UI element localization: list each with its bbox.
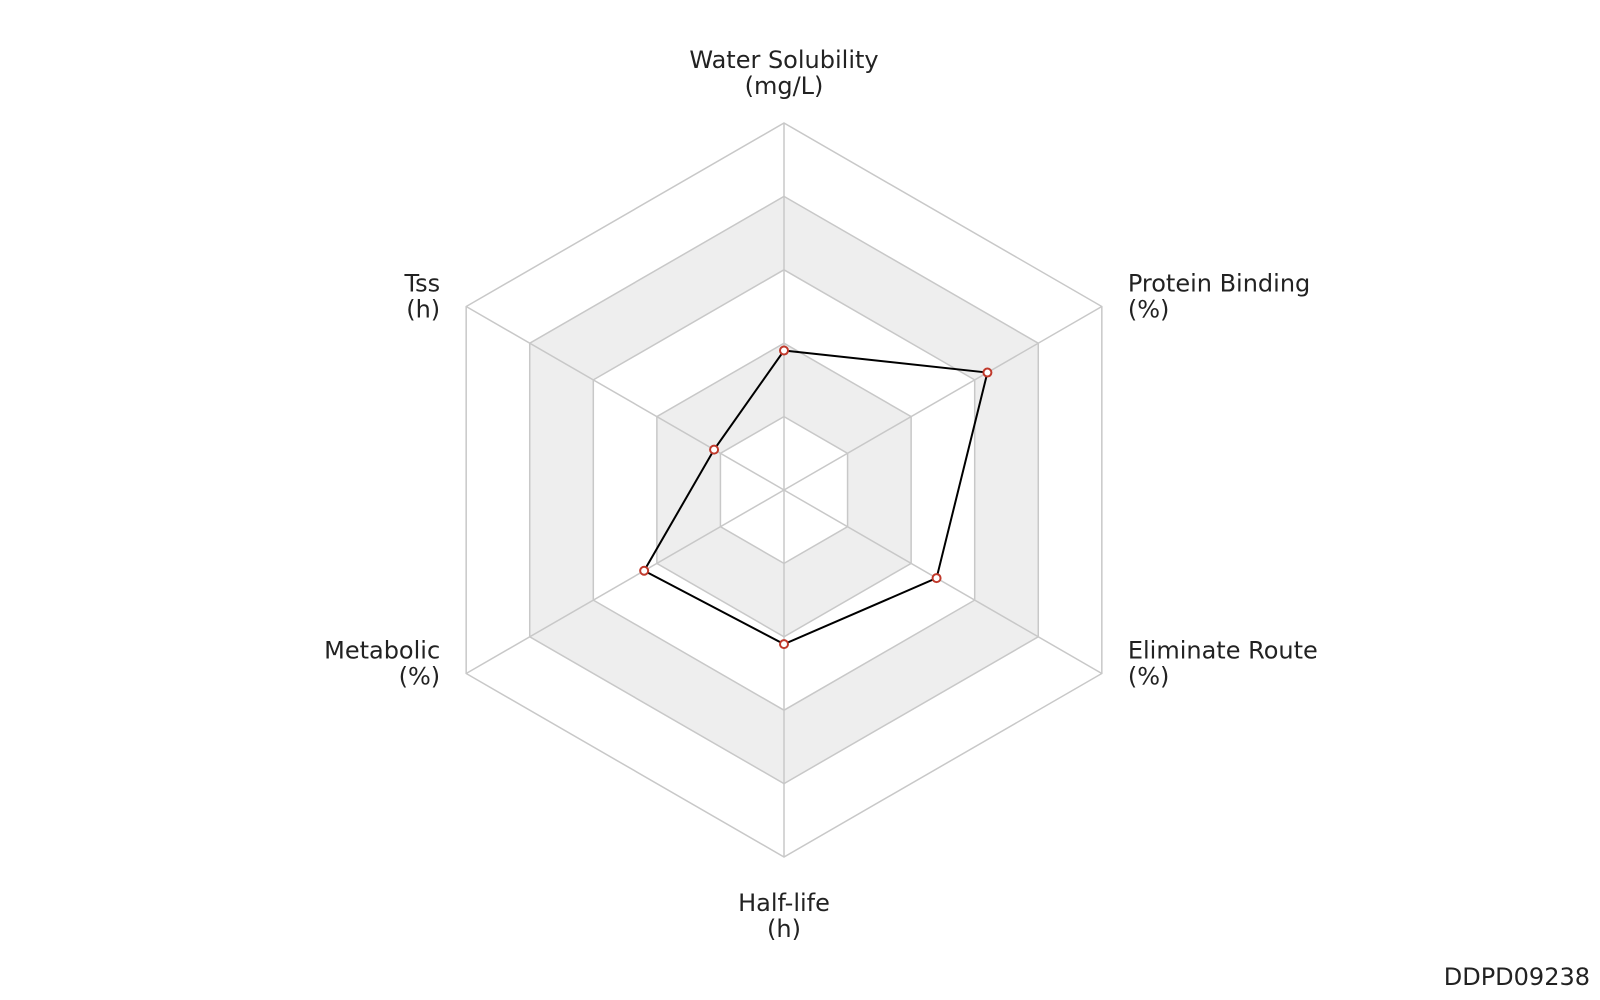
axis-spoke [465, 489, 785, 675]
data-point [982, 367, 993, 378]
data-point [779, 345, 789, 356]
data-point [931, 573, 942, 584]
axis-unit: (mg/L) [745, 72, 824, 100]
data-point [779, 639, 789, 650]
axis-label: Protein Binding [1128, 270, 1310, 298]
axis-label: Water Solubility [689, 46, 878, 74]
axis-label: Half-life [738, 889, 830, 917]
axis-label: Eliminate Route [1128, 637, 1318, 665]
axis-spoke [465, 305, 785, 491]
axis-label: Metabolic [324, 637, 440, 665]
axis-spoke [783, 305, 1103, 491]
watermark: DDPD09238 [1444, 963, 1590, 991]
axis-unit: (%) [399, 663, 441, 691]
axis-unit: (%) [1128, 296, 1170, 324]
axis-unit: (h) [406, 296, 440, 324]
data-point [639, 565, 650, 576]
data-point [709, 444, 720, 455]
axis-unit: (h) [767, 915, 801, 943]
axis-unit: (%) [1128, 663, 1170, 691]
axis-spoke [783, 489, 1103, 675]
axis-label: Tss [403, 270, 440, 298]
